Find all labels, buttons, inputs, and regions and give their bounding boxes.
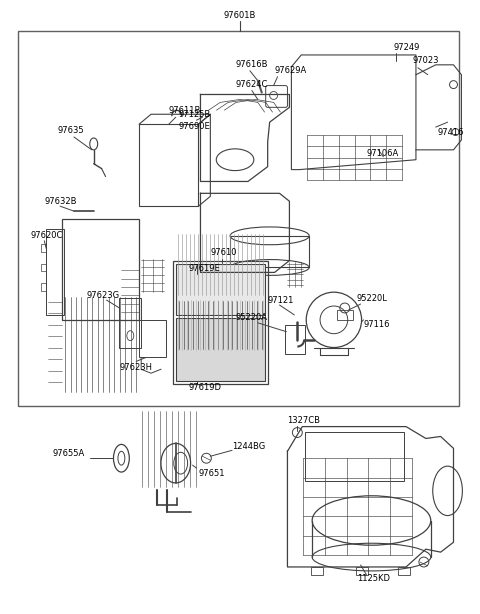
Text: 97601B: 97601B bbox=[224, 11, 256, 20]
Text: 97690E: 97690E bbox=[179, 122, 210, 131]
Text: 97620C: 97620C bbox=[30, 231, 63, 240]
Bar bbox=[398, 567, 410, 575]
Text: 97611B: 97611B bbox=[169, 106, 201, 115]
Bar bbox=[62, 219, 139, 320]
Bar bbox=[305, 432, 404, 481]
Bar bbox=[311, 567, 323, 575]
Bar bbox=[176, 263, 264, 315]
Text: 97249: 97249 bbox=[393, 42, 420, 52]
Text: 97655A: 97655A bbox=[52, 449, 84, 458]
Text: 97635: 97635 bbox=[57, 126, 84, 134]
Bar bbox=[120, 298, 141, 348]
Bar bbox=[41, 244, 46, 252]
Bar bbox=[173, 260, 268, 384]
Bar bbox=[230, 236, 309, 268]
Bar bbox=[41, 263, 46, 271]
Bar bbox=[176, 318, 264, 381]
Bar bbox=[139, 320, 166, 357]
Text: 97121: 97121 bbox=[268, 295, 294, 305]
Text: 95220A: 95220A bbox=[235, 313, 267, 322]
Text: 97623H: 97623H bbox=[120, 363, 153, 372]
Text: 1244BG: 1244BG bbox=[232, 442, 265, 451]
Text: 97629A: 97629A bbox=[275, 66, 307, 76]
Bar bbox=[139, 124, 199, 206]
Text: 97125B: 97125B bbox=[179, 110, 211, 119]
Bar bbox=[286, 325, 305, 354]
Text: 97619E: 97619E bbox=[189, 264, 220, 273]
Bar bbox=[356, 567, 368, 575]
Bar bbox=[176, 263, 264, 315]
Text: 1327CB: 1327CB bbox=[288, 416, 321, 425]
Text: 95220L: 95220L bbox=[357, 293, 387, 303]
Bar bbox=[46, 229, 64, 315]
Text: 97624C: 97624C bbox=[235, 80, 267, 89]
Text: 97416: 97416 bbox=[438, 128, 464, 136]
Bar bbox=[18, 31, 459, 406]
Text: 97106A: 97106A bbox=[367, 149, 399, 158]
Text: 97632B: 97632B bbox=[44, 196, 77, 206]
Text: 97651: 97651 bbox=[199, 468, 225, 478]
Text: 1125KD: 1125KD bbox=[357, 574, 390, 583]
Text: 97619D: 97619D bbox=[189, 383, 222, 392]
Text: 97023: 97023 bbox=[413, 56, 440, 65]
Bar bbox=[41, 283, 46, 291]
Bar bbox=[176, 318, 264, 381]
Bar bbox=[337, 310, 353, 320]
Text: 97616B: 97616B bbox=[235, 60, 267, 69]
Text: 97623G: 97623G bbox=[87, 290, 120, 300]
Text: 97116: 97116 bbox=[363, 321, 390, 329]
Text: 97610: 97610 bbox=[210, 248, 237, 257]
